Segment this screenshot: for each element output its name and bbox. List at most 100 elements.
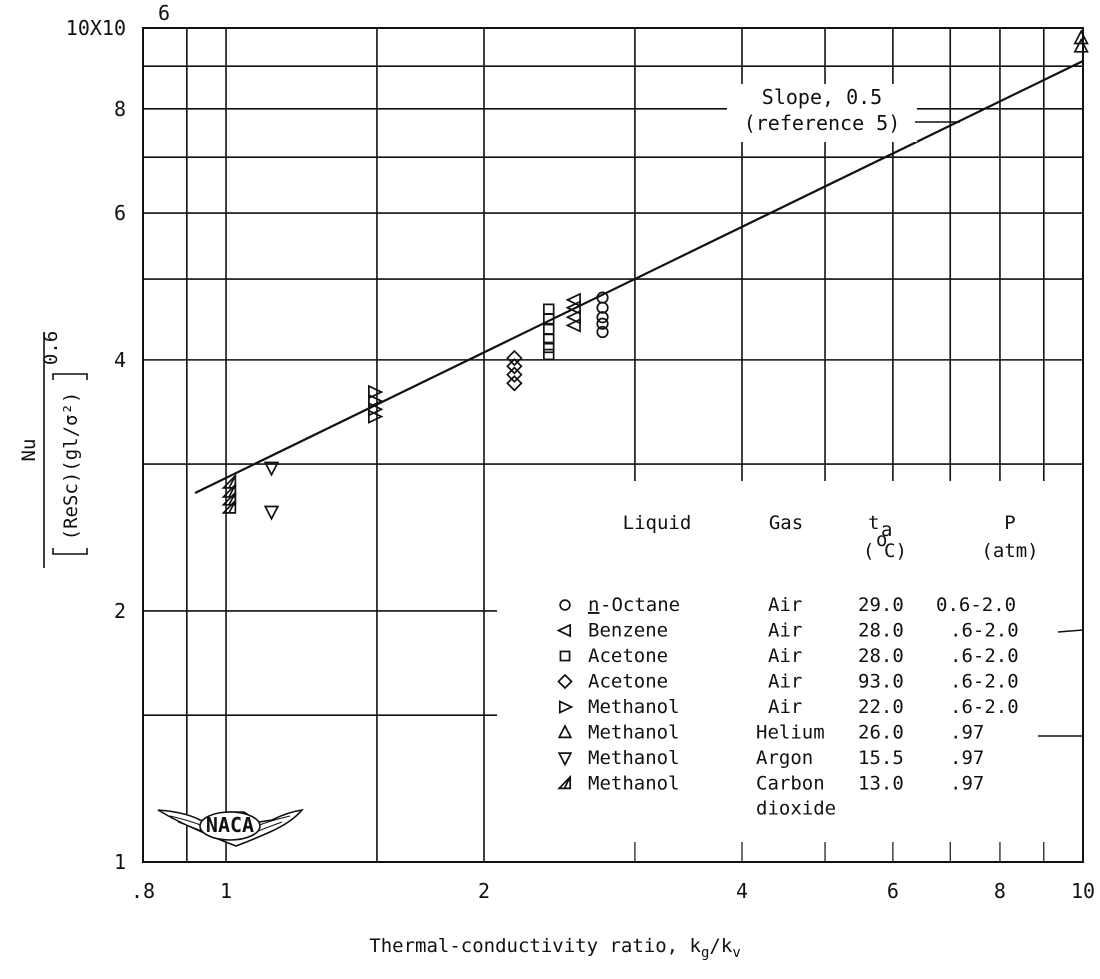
legend-pressure-7: .97 bbox=[950, 773, 984, 795]
x-tick-label-6: 10 bbox=[1071, 879, 1095, 903]
legend-pressure-4: .6-2.0 bbox=[950, 696, 1019, 718]
data-point-s5-p1 bbox=[1073, 37, 1089, 53]
x-tick-label-2: 2 bbox=[478, 879, 490, 903]
data-point-s1-p0 bbox=[565, 292, 581, 308]
y-axis-numerator: Nu bbox=[18, 439, 40, 462]
legend-pressure-2: .6-2.0 bbox=[950, 645, 1019, 667]
data-point-s7-p0 bbox=[221, 473, 237, 489]
legend-header-temp-unit-c: C) bbox=[884, 540, 907, 562]
legend-temp-7: 13.0 bbox=[858, 773, 904, 795]
fit-annotation-line-1: (reference 5) bbox=[744, 111, 901, 135]
legend-pressure-3: .6-2.0 bbox=[950, 671, 1019, 693]
data-point-s0-p3 bbox=[596, 317, 609, 330]
data-point-s2-p3 bbox=[543, 333, 555, 345]
data-point-s7-p2 bbox=[221, 490, 237, 506]
data-point-s7-p3 bbox=[221, 498, 237, 514]
legend-gas-4: Air bbox=[768, 696, 802, 718]
legend-gas-7: Carbon bbox=[756, 773, 825, 795]
legend-marker-1 bbox=[556, 623, 572, 638]
fit-line bbox=[194, 59, 1084, 494]
legend-marker-0 bbox=[559, 599, 571, 611]
legend-marker-5 bbox=[557, 724, 573, 739]
legend-header-pressure: P bbox=[1004, 512, 1015, 534]
x-axis-title: Thermal-conductivity ratio, kg/kv bbox=[369, 935, 741, 961]
legend-gas-3: Air bbox=[768, 671, 802, 693]
legend-connector-0 bbox=[1057, 629, 1084, 633]
y-axis-exponent: 0.6 bbox=[40, 331, 62, 365]
naca-logo-oval bbox=[199, 811, 261, 841]
fit-annotation-line-0: Slope, 0.5 bbox=[762, 85, 882, 109]
data-point-s2-p2 bbox=[543, 323, 555, 336]
data-point-s1-p1 bbox=[565, 300, 581, 315]
data-point-s2-p0 bbox=[543, 303, 555, 316]
legend-marker-4 bbox=[558, 700, 574, 714]
data-point-s3-p1 bbox=[506, 358, 523, 375]
data-point-s3-p0 bbox=[506, 349, 523, 367]
legend-gas-5: Helium bbox=[756, 722, 825, 744]
data-point-s2-p4 bbox=[543, 341, 555, 354]
data-point-s3-p3 bbox=[506, 375, 523, 392]
legend-pressure-5: .97 bbox=[950, 722, 984, 744]
data-point-s4-p2 bbox=[368, 401, 384, 417]
data-point-s5-p0 bbox=[1073, 29, 1089, 45]
legend-pressure-1: .6-2.0 bbox=[950, 620, 1019, 642]
data-point-s4-p0 bbox=[368, 384, 384, 400]
legend-pressure-6: .97 bbox=[950, 747, 984, 769]
legend-temp-2: 28.0 bbox=[858, 645, 904, 667]
x-tick-label-5: 8 bbox=[994, 879, 1006, 903]
y-axis-title: Nu (ReSc)(gl/σ²) 0.6 bbox=[18, 331, 88, 568]
legend-marker-3 bbox=[557, 673, 573, 690]
legend-marker-2 bbox=[559, 650, 571, 662]
legend-header-temp-unit-open: ( bbox=[863, 540, 874, 562]
legend-pressure-0: 0.6-2.0 bbox=[936, 594, 1016, 616]
data-point-s0-p2 bbox=[596, 311, 609, 324]
legend-liquid-3: Acetone bbox=[588, 671, 668, 693]
y-top-exponent: 6 bbox=[158, 1, 170, 25]
data-points-layer bbox=[221, 29, 1089, 521]
legend-temp-3: 93.0 bbox=[858, 671, 904, 693]
legend-background bbox=[497, 481, 1082, 861]
legend-liquid-7: Methanol bbox=[588, 773, 680, 795]
x-tick-label-1: 1 bbox=[220, 879, 232, 903]
legend-liquid-0: -Octane bbox=[600, 594, 680, 616]
axis-titles: Thermal-conductivity ratio, kg/kv Nu (ReSc… bbox=[18, 331, 741, 961]
y-tick-label-1: 2 bbox=[114, 599, 126, 623]
fit-annotation-background bbox=[727, 84, 917, 142]
naca-logo-text: NACA bbox=[206, 813, 254, 837]
legend-header-temp-sub: a bbox=[881, 519, 892, 541]
data-point-s4-p1 bbox=[368, 393, 384, 409]
data-point-s1-p3 bbox=[565, 318, 581, 333]
legend-liquid-1: Benzene bbox=[588, 620, 668, 642]
data-point-s4-p3 bbox=[368, 409, 384, 424]
legend-gas-line2-7: dioxide bbox=[756, 798, 836, 820]
legend-liquid-4: Methanol bbox=[588, 696, 680, 718]
legend-gas-0: Air bbox=[768, 594, 802, 616]
x-tick-label-4: 6 bbox=[887, 879, 899, 903]
legend-header-gas: Gas bbox=[769, 512, 803, 534]
legend-temp-1: 28.0 bbox=[858, 620, 904, 642]
plot-border bbox=[142, 27, 1084, 863]
legend-gas-2: Air bbox=[768, 645, 802, 667]
y-tick-label-2: 4 bbox=[114, 348, 126, 372]
y-axis-bracket-left bbox=[52, 548, 88, 555]
legend-liquid-prefix-0: n bbox=[588, 594, 599, 616]
legend-temp-6: 15.5 bbox=[858, 747, 904, 769]
data-point-s7-p1 bbox=[221, 482, 237, 498]
y-tick-label-4: 8 bbox=[114, 97, 126, 121]
legend-gas-1: Air bbox=[768, 620, 802, 642]
x-tick-label-3: 4 bbox=[736, 879, 748, 903]
y-tick-label-3: 6 bbox=[114, 201, 126, 225]
legend-temp-4: 22.0 bbox=[858, 696, 904, 718]
legend-liquid-6: Methanol bbox=[588, 747, 680, 769]
data-point-s6-p1 bbox=[263, 505, 280, 521]
plot-frame bbox=[142, 27, 1084, 863]
legend-temp-0: 29.0 bbox=[858, 594, 904, 616]
legend-liquid-2: Acetone bbox=[588, 645, 668, 667]
data-point-s0-p1 bbox=[596, 301, 609, 314]
y-tick-label-0: 1 bbox=[114, 850, 126, 874]
legend-temp-5: 26.0 bbox=[858, 722, 904, 744]
legend-marker-6 bbox=[557, 752, 573, 767]
naca-logo: NACA bbox=[157, 808, 304, 847]
